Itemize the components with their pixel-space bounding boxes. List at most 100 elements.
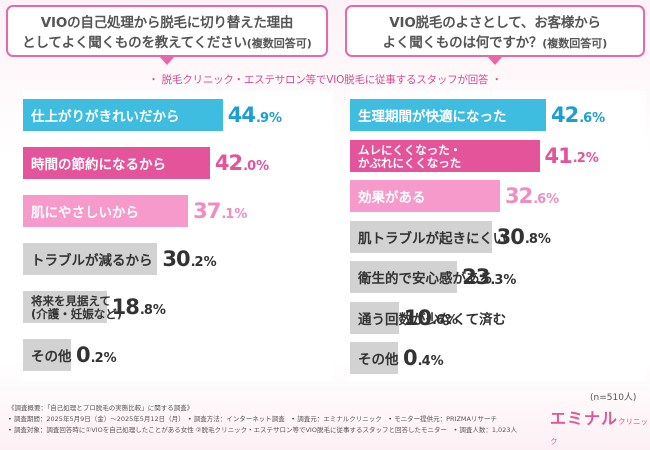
value-unit: %: [430, 353, 444, 369]
bar-value-label: 10.6%: [403, 302, 458, 334]
left-question-bubble: VIOの自己処理から脱毛に切り替えた理由 としてよく聞くものを教えてください(複…: [6, 5, 328, 65]
bar: 生理期間が快適になった: [350, 99, 546, 131]
value-integer: 32: [504, 184, 533, 208]
bar-label: 将来を見据えて: [31, 294, 111, 308]
right-question-line1: VIO脱毛のよさとして、お客様から: [389, 15, 601, 31]
bar: ムレにくくなった・ かぶれにくくなった: [350, 139, 540, 172]
value-unit: %: [537, 232, 551, 247]
bar-value-label: 44.9%: [227, 99, 282, 131]
value-decimal: .8: [524, 232, 538, 247]
bubble-tail: [158, 55, 176, 65]
bar-value-label: 0.2%: [76, 339, 117, 371]
value-integer: 0: [403, 346, 418, 370]
bar-value-label: 42.6%: [550, 99, 605, 131]
right-question-bubble: VIO脱毛のよさとして、お客様から よく聞くものは何ですか？(複数回答可): [345, 5, 645, 65]
value-integer: 10: [403, 305, 432, 330]
bar-value-label: 30.8%: [496, 221, 551, 253]
value-decimal: .2: [572, 151, 586, 166]
value-integer: 42: [214, 151, 243, 175]
value-unit: %: [256, 158, 269, 174]
bar-value-label: 32.6%: [504, 180, 559, 212]
value-decimal: .6: [533, 191, 546, 207]
bar-value-label: 30.2%: [162, 243, 217, 275]
bar-label: 生理期間が快適になった: [358, 109, 507, 125]
logo-main: エミナル: [550, 409, 619, 428]
bar-sublabel: (介護・妊娠など): [31, 307, 123, 321]
sample-size: (n=510人): [590, 393, 637, 403]
value-integer: 30: [496, 224, 525, 249]
bar-value-label: 42.0%: [214, 147, 269, 179]
bar-value-label: 0.4%: [403, 342, 444, 374]
value-integer: 37: [193, 199, 221, 223]
bar: 肌にやさしいから: [23, 195, 189, 227]
footnote-line: 《調査概要：「自己処理とプロ脱毛の実態比較」に関する調査》: [8, 404, 194, 412]
value-decimal: .1: [221, 206, 234, 222]
value-integer: 44: [227, 103, 256, 127]
bar-value-label: 41.2%: [544, 140, 599, 172]
value-decimal: .2: [190, 254, 204, 270]
logo-sub: クリニック: [550, 417, 649, 446]
value-integer: 42: [550, 103, 579, 127]
bar-label: その他: [358, 352, 399, 368]
bar: その他: [350, 342, 399, 374]
bar-value-label: 37.1%: [193, 195, 247, 227]
footnote-line: • 調査対象：調査回答時に①VIOを自己処理したことがある女性 ②脱毛クリニック…: [8, 426, 517, 434]
survey-footnotes: 《調査概要：「自己処理とプロ脱毛の実態比較」に関する調査》 • 調査期間：202…: [8, 403, 528, 436]
value-integer: 41: [544, 143, 573, 168]
value-integer: 0: [76, 343, 91, 367]
value-decimal: .6: [431, 313, 445, 328]
bar: 仕上がりがきれいだから: [23, 99, 223, 131]
right-question-line2: よく聞くものは何ですか？: [382, 35, 543, 51]
value-unit: %: [152, 302, 166, 318]
value-decimal: .9: [256, 110, 269, 126]
value-decimal: .8: [139, 302, 153, 318]
bar: 肌トラブルが起きにくい: [350, 220, 506, 253]
value-unit: %: [592, 110, 605, 126]
value-integer: 23: [462, 265, 490, 289]
bar-label: 肌トラブルが起きにくい: [358, 230, 507, 247]
bar-label: トラブルが減るから: [31, 253, 153, 269]
left-question-line2: としてよく聞くものを教えてください: [22, 35, 247, 51]
value-unit: %: [203, 254, 217, 270]
bar-value-label: 23.3%: [462, 261, 516, 293]
bar-label: 衛生的で安心感がある: [358, 271, 493, 287]
value-unit: %: [585, 151, 599, 166]
bar: その他: [23, 339, 72, 371]
bar-label: その他: [31, 349, 72, 365]
value-decimal: .3: [490, 272, 503, 288]
clinic-logo: エミナルクリニック: [550, 405, 650, 448]
bar-label: 仕上がりがきれいだから: [31, 109, 180, 125]
bar: 衛生的で安心感がある: [350, 261, 493, 293]
value-decimal: .6: [579, 110, 592, 126]
value-unit: %: [234, 206, 247, 222]
value-unit: %: [444, 313, 458, 328]
bar: 通う回数が少なくて済む: [350, 301, 506, 334]
value-integer: 30: [162, 247, 190, 271]
bar: 時間の節約になるから: [23, 147, 210, 179]
left-bar-chart: 仕上がりがきれいだから 44.9% 時間の節約になるから 42.0% 肌にやさしいから 3…: [23, 91, 333, 381]
bar-label: ムレにくくなった・: [358, 142, 462, 157]
right-question-note: (複数回答可): [542, 37, 608, 50]
value-unit: %: [503, 272, 516, 288]
footnote-line: • 調査期間：2025年5月9日（金）～2025年5月12日（月） • 調査方法…: [8, 415, 497, 423]
value-decimal: .4: [417, 353, 431, 369]
bar: トラブルが減るから: [23, 243, 158, 275]
left-question-note: (複数回答可): [246, 37, 312, 50]
value-integer: 18: [111, 295, 140, 319]
value-decimal: .2: [90, 350, 104, 366]
bubble-tail: [486, 55, 504, 65]
value-decimal: .0: [243, 158, 256, 174]
respondent-subtitle: ・ 脱毛クリニック・エステサロン等でVIO脱毛に従事するスタッフが回答 ・: [148, 74, 502, 86]
bar-label: 効果がある: [358, 190, 426, 206]
left-question-line1: VIOの自己処理から脱毛に切り替えた理由: [40, 15, 294, 31]
right-bar-chart: 生理期間が快適になった 42.6% ムレにくくなった・ かぶれにくくなった 41.2% 効…: [350, 91, 646, 381]
bar-label: 肌にやさしいから: [31, 205, 139, 221]
value-unit: %: [546, 191, 559, 207]
bar: 将来を見据えて (介護・妊娠など): [23, 291, 123, 323]
value-unit: %: [103, 350, 117, 366]
bar-sublabel: かぶれにくくなった: [358, 155, 462, 170]
bar-value-label: 18.8%: [111, 291, 166, 323]
value-unit: %: [269, 110, 282, 126]
bar-label: 通う回数が少なくて済む: [358, 311, 507, 328]
bar: 効果がある: [350, 180, 500, 212]
